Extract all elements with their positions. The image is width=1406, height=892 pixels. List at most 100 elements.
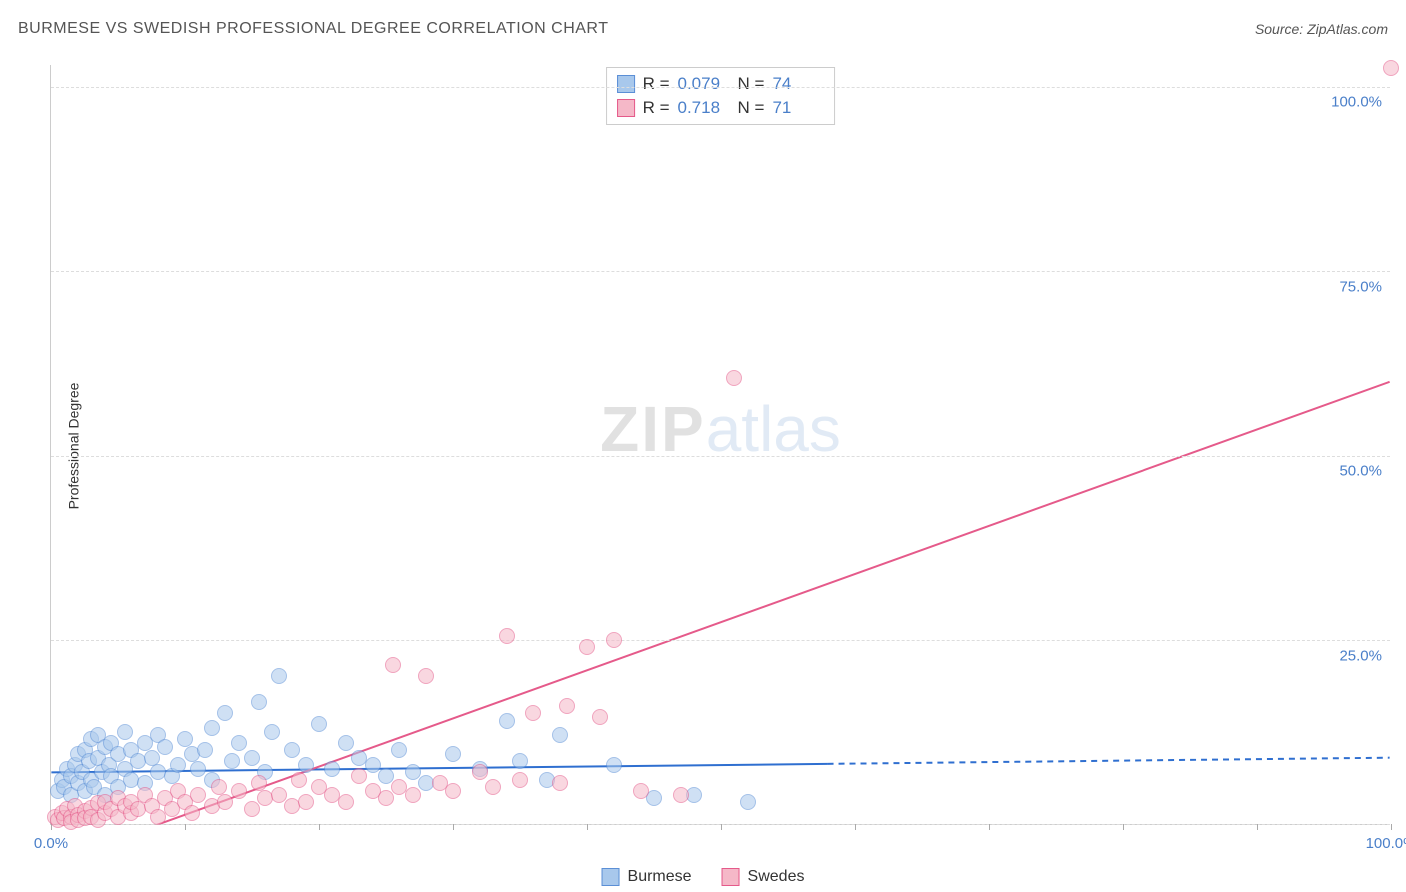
- x-tick-label: 100.0%: [1366, 835, 1406, 852]
- watermark-atlas: atlas: [706, 393, 841, 465]
- data-point: [271, 787, 287, 803]
- swatch-burmese: [617, 75, 635, 93]
- r-value-swedes: 0.718: [678, 98, 730, 118]
- data-point: [606, 632, 622, 648]
- data-point: [559, 698, 575, 714]
- x-tick: [587, 824, 588, 830]
- data-point: [264, 724, 280, 740]
- swatch-swedes: [617, 99, 635, 117]
- data-point: [117, 724, 133, 740]
- data-point: [144, 750, 160, 766]
- gridline: [51, 271, 1390, 272]
- data-point: [673, 787, 689, 803]
- data-point: [251, 775, 267, 791]
- x-tick: [319, 824, 320, 830]
- data-point: [472, 764, 488, 780]
- data-point: [311, 716, 327, 732]
- title-bar: BURMESE VS SWEDISH PROFESSIONAL DEGREE C…: [18, 20, 1388, 38]
- x-tick-label: 0.0%: [34, 835, 68, 852]
- data-point: [244, 801, 260, 817]
- data-point: [418, 668, 434, 684]
- watermark-zip: ZIP: [600, 393, 706, 465]
- data-point: [391, 742, 407, 758]
- stats-row-burmese: R = 0.079 N = 74: [617, 72, 825, 96]
- data-point: [324, 761, 340, 777]
- data-point: [405, 764, 421, 780]
- r-label: R =: [643, 74, 670, 94]
- data-point: [251, 694, 267, 710]
- stats-row-swedes: R = 0.718 N = 71: [617, 96, 825, 120]
- data-point: [291, 772, 307, 788]
- x-tick: [989, 824, 990, 830]
- legend: Burmese Swedes: [602, 868, 805, 886]
- data-point: [190, 787, 206, 803]
- data-point: [298, 757, 314, 773]
- data-point: [525, 705, 541, 721]
- data-point: [445, 746, 461, 762]
- data-point: [338, 735, 354, 751]
- data-point: [499, 713, 515, 729]
- data-point: [1383, 60, 1399, 76]
- data-point: [633, 783, 649, 799]
- x-tick: [185, 824, 186, 830]
- data-point: [606, 757, 622, 773]
- data-point: [244, 750, 260, 766]
- gridline: [51, 87, 1390, 88]
- data-point: [284, 742, 300, 758]
- data-point: [351, 768, 367, 784]
- data-point: [231, 735, 247, 751]
- data-point: [217, 794, 233, 810]
- data-point: [211, 779, 227, 795]
- y-tick-label: 100.0%: [1331, 94, 1382, 111]
- data-point: [217, 705, 233, 721]
- data-point: [726, 370, 742, 386]
- data-point: [271, 668, 287, 684]
- data-point: [592, 709, 608, 725]
- gridline: [51, 456, 1390, 457]
- data-point: [499, 628, 515, 644]
- y-tick-label: 25.0%: [1339, 647, 1382, 664]
- data-point: [378, 790, 394, 806]
- data-point: [298, 794, 314, 810]
- legend-label-burmese: Burmese: [628, 868, 692, 886]
- data-point: [157, 739, 173, 755]
- correlation-stats-box: R = 0.079 N = 74 R = 0.718 N = 71: [606, 67, 836, 125]
- legend-label-swedes: Swedes: [748, 868, 805, 886]
- data-point: [385, 657, 401, 673]
- data-point: [204, 720, 220, 736]
- data-point: [378, 768, 394, 784]
- data-point: [405, 787, 421, 803]
- data-point: [579, 639, 595, 655]
- data-point: [552, 775, 568, 791]
- data-point: [512, 753, 528, 769]
- n-label: N =: [738, 74, 765, 94]
- data-point: [365, 757, 381, 773]
- data-point: [197, 742, 213, 758]
- y-tick-label: 75.0%: [1339, 278, 1382, 295]
- x-tick: [721, 824, 722, 830]
- y-tick-label: 50.0%: [1339, 463, 1382, 480]
- x-tick: [1391, 824, 1392, 830]
- x-tick: [1257, 824, 1258, 830]
- legend-swatch-swedes: [722, 868, 740, 886]
- data-point: [170, 757, 186, 773]
- n-value-swedes: 71: [772, 98, 824, 118]
- x-tick: [453, 824, 454, 830]
- data-point: [512, 772, 528, 788]
- trend-line: [828, 758, 1390, 764]
- data-point: [740, 794, 756, 810]
- r-label: R =: [643, 98, 670, 118]
- data-point: [445, 783, 461, 799]
- data-point: [224, 753, 240, 769]
- trend-lines-svg: [51, 65, 1390, 824]
- chart-title: BURMESE VS SWEDISH PROFESSIONAL DEGREE C…: [18, 20, 608, 38]
- x-tick: [1123, 824, 1124, 830]
- legend-item-burmese: Burmese: [602, 868, 692, 886]
- data-point: [552, 727, 568, 743]
- x-tick: [855, 824, 856, 830]
- data-point: [338, 794, 354, 810]
- scatter-plot-area: ZIPatlas R = 0.079 N = 74 R = 0.718 N = …: [50, 65, 1390, 825]
- data-point: [190, 761, 206, 777]
- data-point: [485, 779, 501, 795]
- data-point: [231, 783, 247, 799]
